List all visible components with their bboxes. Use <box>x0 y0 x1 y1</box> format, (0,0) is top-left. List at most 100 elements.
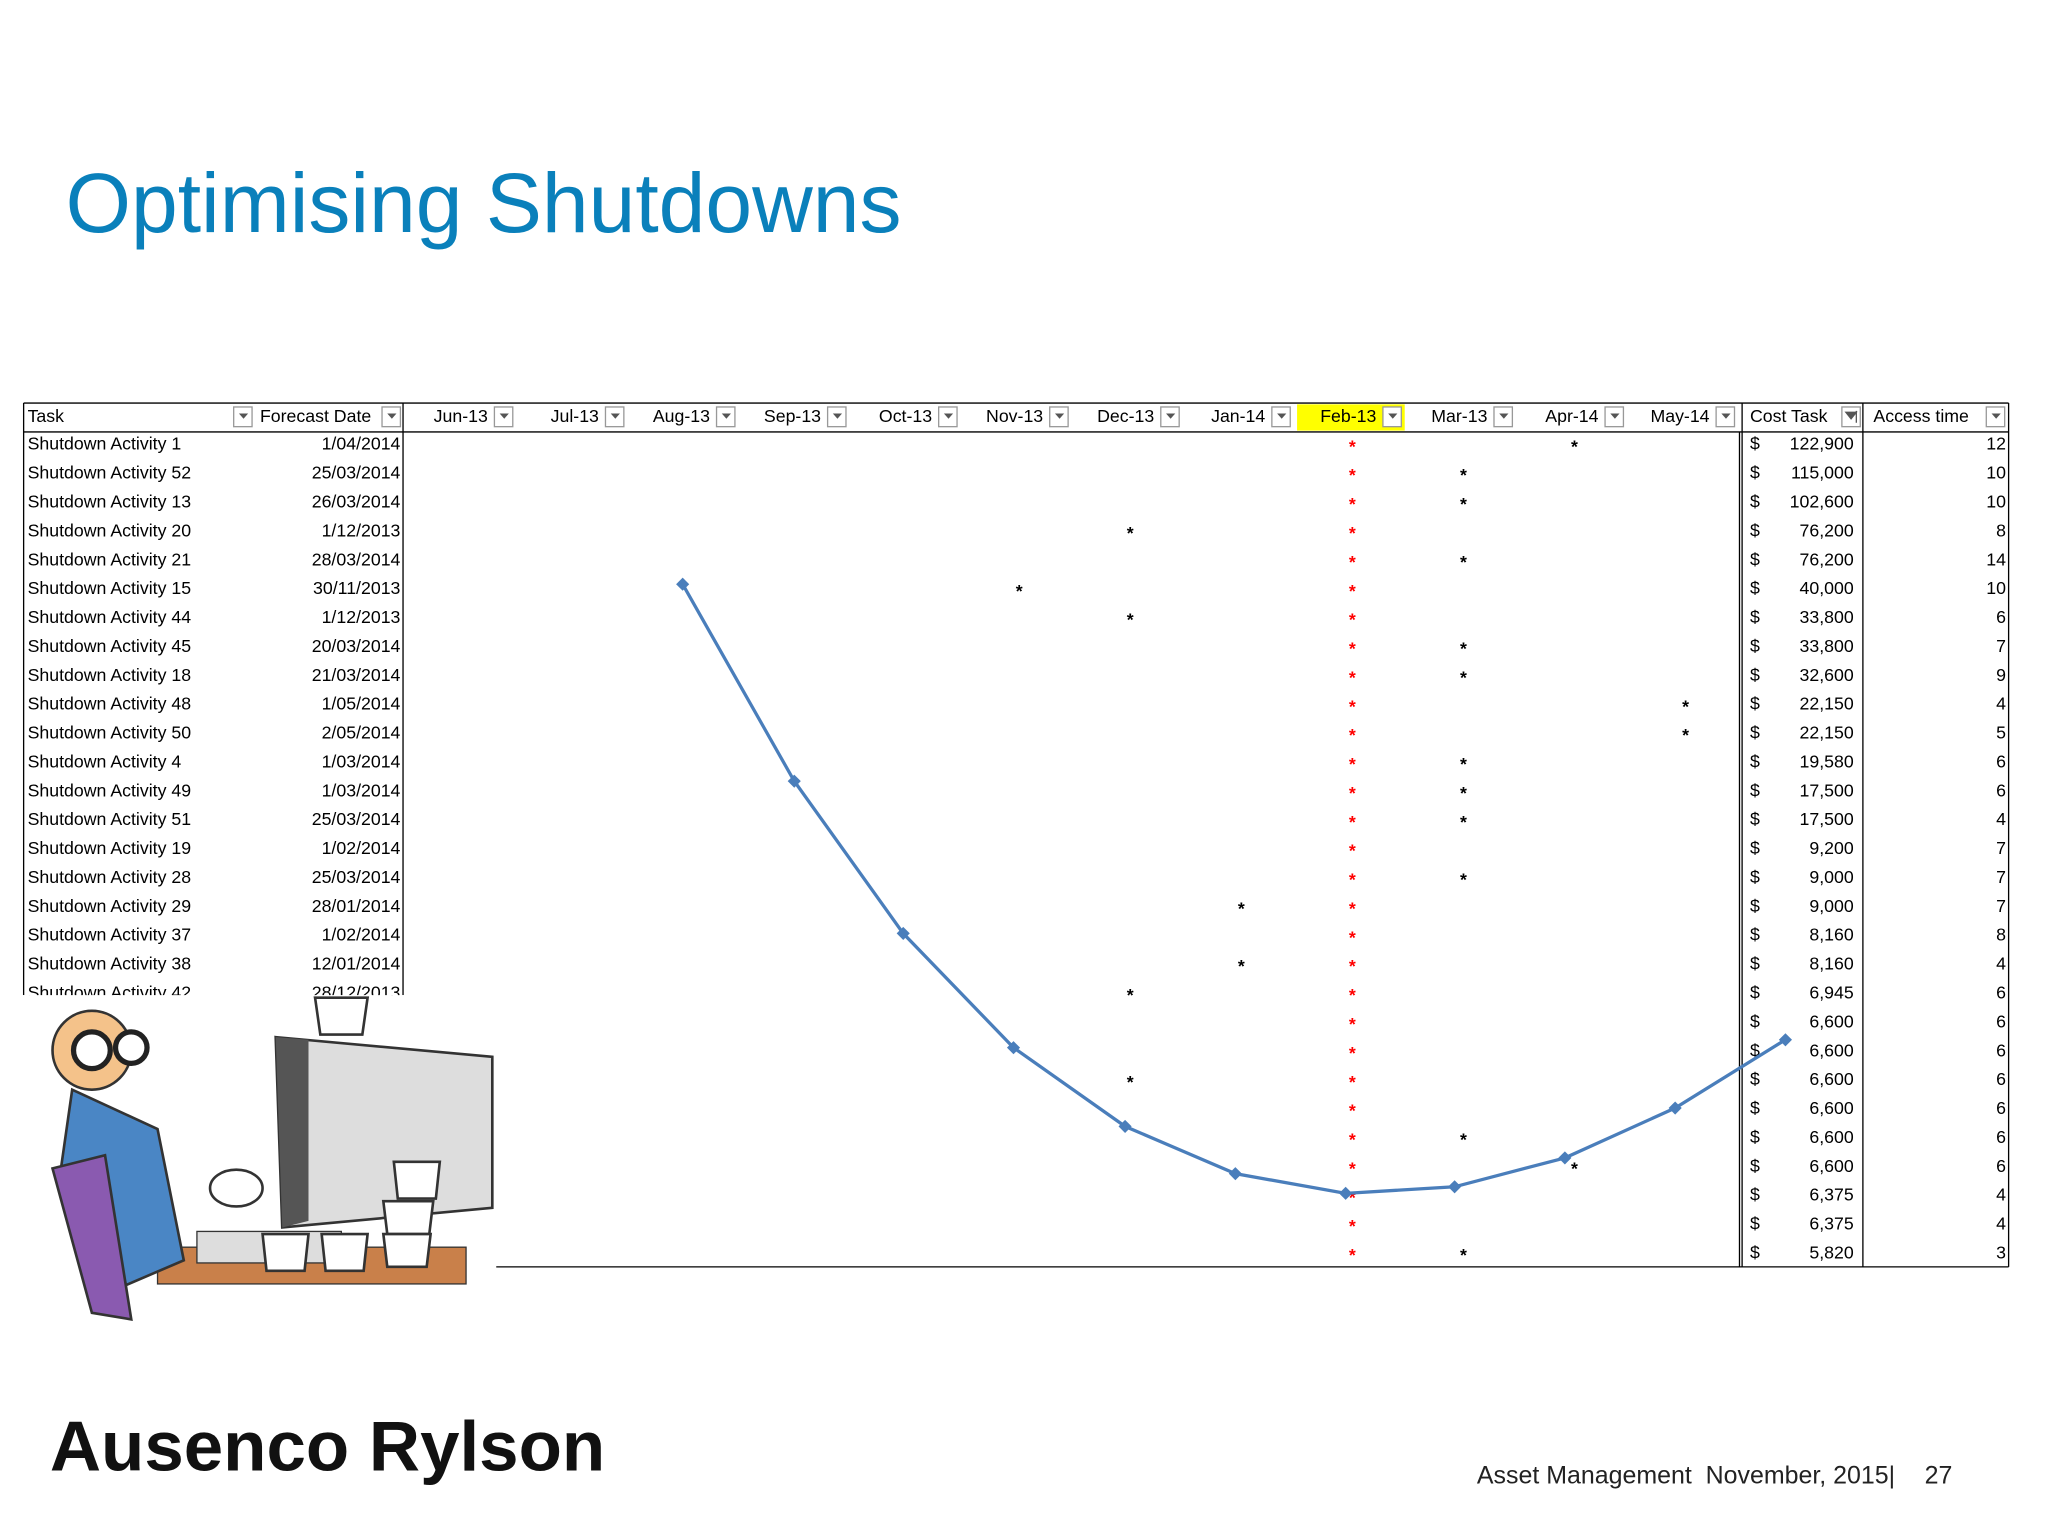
currency-cell: $ <box>1750 549 1760 569</box>
header-cell: Jun-13 <box>434 406 488 426</box>
currency-cell: $ <box>1750 954 1760 974</box>
date-cell: 1/12/2013 <box>322 520 401 540</box>
header-cell: Cost Task <box>1750 406 1828 426</box>
month-mark: * <box>1682 696 1689 716</box>
header-cell: Nov-13 <box>986 406 1043 426</box>
month-mark: * <box>1460 1245 1467 1265</box>
task-cell: Shutdown Activity 4 <box>28 751 182 771</box>
access-cell: 6 <box>1996 1098 2006 1118</box>
cost-cell: 22,150 <box>1799 694 1853 714</box>
curve-marker <box>896 926 910 940</box>
page-number: 27 <box>1925 1462 1953 1490</box>
task-cell: Shutdown Activity 21 <box>28 549 192 569</box>
month-mark: * <box>1349 870 1356 890</box>
cost-cell: 6,600 <box>1809 1011 1853 1031</box>
month-mark: * <box>1349 1072 1356 1092</box>
date-cell: 25/03/2014 <box>312 463 401 483</box>
filter-arrow <box>1054 413 1065 419</box>
access-cell: 6 <box>1996 1156 2006 1176</box>
date-cell: 12/01/2014 <box>312 954 401 974</box>
date-cell: 28/03/2014 <box>312 549 401 569</box>
monitor-screen <box>275 1037 309 1228</box>
month-mark: * <box>1460 667 1467 687</box>
task-cell: Shutdown Activity 49 <box>28 780 192 800</box>
access-cell: 6 <box>1996 1040 2006 1060</box>
month-mark: * <box>1460 494 1467 514</box>
currency-cell: $ <box>1750 578 1760 598</box>
month-mark: * <box>1349 754 1356 774</box>
header-cell: Apr-14 <box>1545 406 1598 426</box>
month-mark: * <box>1349 1101 1356 1121</box>
task-cell: Shutdown Activity 19 <box>28 838 192 858</box>
task-cell: Shutdown Activity 48 <box>28 694 192 714</box>
currency-cell: $ <box>1750 751 1760 771</box>
currency-cell: $ <box>1750 636 1760 656</box>
access-cell: 6 <box>1996 1011 2006 1031</box>
date-cell: 25/03/2014 <box>312 867 401 887</box>
date-cell: 1/04/2014 <box>322 434 401 454</box>
cost-cell: 76,200 <box>1799 520 1853 540</box>
cost-cell: 33,800 <box>1799 607 1853 627</box>
currency-cell: $ <box>1750 1242 1760 1262</box>
month-mark: * <box>1349 494 1356 514</box>
task-cell: Shutdown Activity 38 <box>28 954 192 974</box>
header-cell: Dec-13 <box>1097 406 1154 426</box>
currency-cell: $ <box>1750 1069 1760 1089</box>
cost-cell: 5,820 <box>1809 1242 1853 1262</box>
footer-text: Asset Management November, 2015| <box>1477 1462 1895 1490</box>
access-cell: 5 <box>1996 723 2006 743</box>
currency-cell: $ <box>1750 896 1760 916</box>
cost-cell: 8,160 <box>1809 954 1853 974</box>
access-cell: 6 <box>1996 1069 2006 1089</box>
month-mark: * <box>1349 465 1356 485</box>
access-cell: 6 <box>1996 607 2006 627</box>
access-cell: 6 <box>1996 1127 2006 1147</box>
date-cell: 28/01/2014 <box>312 896 401 916</box>
currency-cell: $ <box>1750 434 1760 454</box>
task-cell: Shutdown Activity 45 <box>28 636 192 656</box>
cost-cell: 115,000 <box>1791 463 1854 483</box>
month-mark: * <box>1349 1043 1356 1063</box>
header-cell: May-14 <box>1650 406 1709 426</box>
task-cell: Shutdown Activity 20 <box>28 520 192 540</box>
month-mark: * <box>1460 754 1467 774</box>
cost-cell: 6,600 <box>1809 1040 1853 1060</box>
month-mark: * <box>1349 956 1356 976</box>
curve-marker <box>787 774 801 788</box>
curve-marker <box>1668 1101 1682 1115</box>
cost-cell: 40,000 <box>1799 578 1853 598</box>
currency-cell: $ <box>1750 1214 1760 1234</box>
month-mark: * <box>1460 1130 1467 1150</box>
month-mark: * <box>1349 783 1356 803</box>
filter-arrow <box>1277 413 1287 419</box>
month-mark: * <box>1460 870 1467 890</box>
curve-marker <box>1118 1119 1132 1133</box>
currency-cell: $ <box>1750 491 1760 511</box>
cost-cell: 32,600 <box>1799 665 1853 685</box>
month-mark: * <box>1127 610 1134 630</box>
month-mark: * <box>1349 1245 1356 1265</box>
date-cell: 2/05/2014 <box>322 723 401 743</box>
filter-arrow <box>1721 413 1731 419</box>
header-cell: Task <box>28 406 65 426</box>
date-cell: 1/12/2013 <box>322 607 401 627</box>
task-cell: Shutdown Activity 18 <box>28 665 192 685</box>
task-cell: Shutdown Activity 51 <box>28 809 192 829</box>
spreadsheet: Task Forecast Date Jun-13 Jul-13 Aug-13 Sep-1… <box>22 402 2010 1268</box>
access-cell: 7 <box>1996 867 2006 887</box>
cost-cell: 6,600 <box>1809 1156 1853 1176</box>
task-cell: Shutdown Activity 44 <box>28 607 192 627</box>
cost-cell: 102,600 <box>1790 491 1854 511</box>
filter-arrow <box>721 413 731 419</box>
month-mark: * <box>1682 725 1689 745</box>
cost-cell: 122,900 <box>1790 434 1854 454</box>
month-mark: * <box>1127 1072 1134 1092</box>
chair <box>50 1153 133 1321</box>
cost-cell: 6,600 <box>1809 1127 1853 1147</box>
currency-cell: $ <box>1750 982 1760 1002</box>
month-mark: * <box>1238 898 1245 918</box>
filter-arrow <box>943 413 954 419</box>
currency-cell: $ <box>1750 607 1760 627</box>
header-cell: Aug-13 <box>653 406 710 426</box>
